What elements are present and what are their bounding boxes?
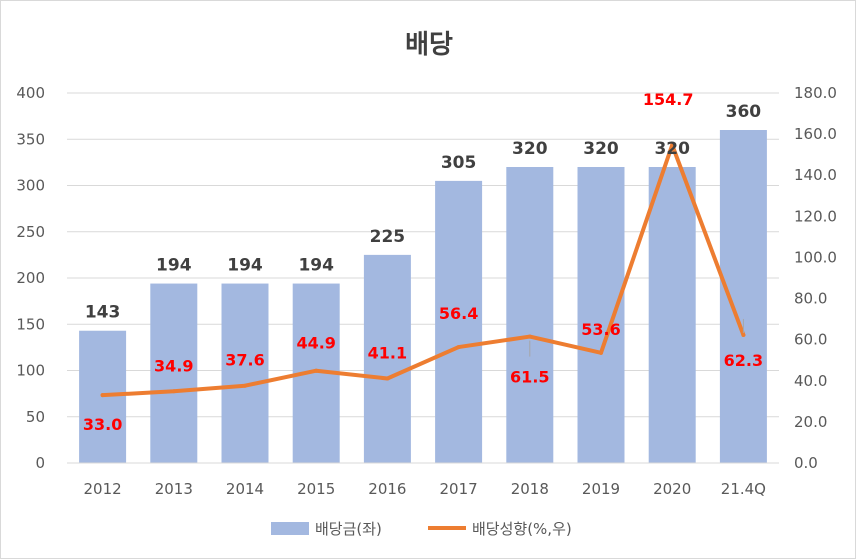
left-tick-label: 0 (35, 454, 45, 472)
bar-value-label: 320 (583, 139, 619, 159)
right-tick-label: 0.0 (794, 454, 818, 472)
line-value-label: 61.5 (510, 368, 549, 387)
left-tick-label: 250 (16, 223, 45, 241)
x-tick-label: 2019 (582, 480, 620, 498)
line-path (100, 143, 746, 398)
bar (150, 283, 198, 463)
bar-value-label: 143 (85, 303, 121, 323)
line-point (243, 383, 247, 388)
line-point (527, 334, 532, 339)
legend-label-bars: 배당금(좌) (315, 520, 382, 538)
line-value-label: 53.6 (581, 320, 620, 339)
legend-label-line: 배당성향(%,우) (472, 520, 572, 538)
line-value-label: 62.3 (724, 351, 763, 370)
bar-value-label: 194 (156, 256, 192, 276)
x-tick-label: 2017 (440, 480, 478, 498)
left-tick-label: 200 (16, 269, 45, 287)
chart-title: 배당 (405, 30, 453, 60)
line-value-label: 44.9 (296, 334, 335, 353)
left-tick-label: 50 (26, 408, 45, 426)
right-tick-label: 140.0 (794, 166, 837, 184)
line-point (670, 143, 675, 148)
bar-series (79, 130, 767, 463)
x-tick-label: 2013 (155, 480, 193, 498)
right-tick-label: 120.0 (794, 207, 837, 225)
bar-value-label: 305 (441, 153, 477, 173)
bar (648, 167, 696, 463)
legend-swatch-bars (271, 522, 309, 535)
x-tick-label: 21.4Q (721, 480, 766, 498)
bar (221, 283, 269, 463)
left-tick-label: 150 (16, 315, 45, 333)
line-value-label: 154.7 (643, 90, 694, 109)
line-value-label: 37.6 (225, 351, 264, 370)
left-tick-label: 300 (16, 177, 45, 195)
right-tick-label: 40.0 (794, 372, 827, 390)
bar-value-label: 320 (654, 139, 690, 159)
left-tick-label: 350 (16, 130, 45, 148)
right-tick-label: 60.0 (794, 331, 827, 349)
right-tick-label: 100.0 (794, 248, 837, 266)
bar-value-label: 360 (726, 102, 762, 122)
bar (363, 254, 411, 463)
line-point (100, 393, 105, 398)
bar-value-label: 194 (227, 256, 263, 276)
bar-value-label: 225 (370, 227, 406, 247)
bar (506, 167, 554, 463)
x-tick-label: 2015 (297, 480, 335, 498)
data-labels: 143 194 194 194 225 305 320 320 320 360 33.0 34.9 37… (83, 90, 763, 434)
line-value-label: 56.4 (439, 304, 478, 323)
line-point (385, 376, 390, 381)
bar-value-label: 320 (512, 139, 548, 159)
line-point (456, 345, 461, 350)
left-axis: 0 50 100 150 200 250 300 350 400 (16, 84, 45, 472)
line-point (599, 350, 603, 355)
x-tick-label: 2012 (84, 480, 122, 498)
line-point (314, 368, 319, 373)
left-tick-label: 100 (16, 362, 45, 380)
bar (577, 167, 625, 463)
right-tick-label: 20.0 (794, 413, 827, 431)
line-point (171, 389, 176, 394)
x-tick-label: 2014 (226, 480, 264, 498)
line-value-label: 33.0 (83, 415, 122, 434)
x-tick-label: 2016 (368, 480, 406, 498)
line-point (741, 332, 746, 337)
right-axis: 0.0 20.0 40.0 60.0 80.0 100.0 120.0 140.0 160.0 1… (794, 84, 837, 472)
legend: 배당금(좌) 배당성향(%,우) (271, 520, 572, 538)
line-value-label: 41.1 (368, 344, 407, 363)
bar-value-label: 194 (298, 256, 334, 276)
left-tick-label: 400 (16, 84, 45, 102)
line-value-label: 34.9 (154, 356, 193, 375)
right-tick-label: 80.0 (794, 290, 827, 308)
right-tick-label: 180.0 (794, 84, 837, 102)
x-tick-label: 2018 (511, 480, 549, 498)
bar (435, 180, 483, 463)
line-series (100, 143, 746, 398)
x-tick-label: 2020 (653, 480, 691, 498)
x-axis: 2012 2013 2014 2015 2016 2017 2018 2019 2020 21.4… (67, 462, 779, 498)
right-tick-label: 160.0 (794, 125, 837, 143)
